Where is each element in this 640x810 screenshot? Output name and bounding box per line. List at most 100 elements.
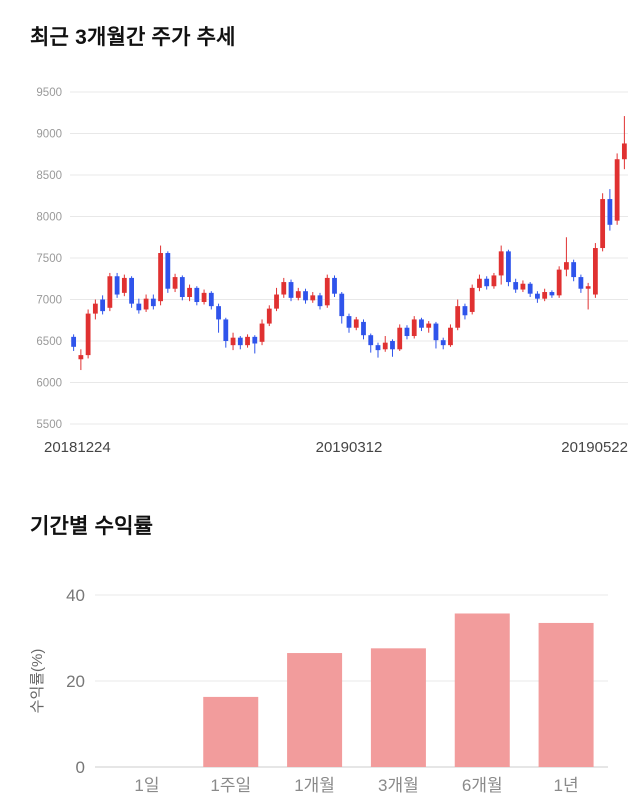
candle-body (506, 251, 511, 283)
candle-body (237, 337, 243, 346)
candle-body (556, 269, 562, 296)
candle-body (564, 262, 569, 270)
candle-body (223, 319, 229, 341)
candle-body (390, 341, 395, 350)
returns-chart-title: 기간별 수익률 (30, 515, 154, 538)
candle-body (346, 316, 352, 328)
y-tick-label: 8500 (36, 170, 62, 182)
candle-body (216, 306, 221, 320)
candle-body (121, 277, 127, 293)
x-category-label: 1일 (134, 776, 159, 795)
x-tick-label: 20181224 (44, 439, 111, 456)
candle-body (592, 248, 598, 295)
candle-body (571, 262, 577, 278)
x-tick-label: 20190522 (561, 439, 628, 456)
candle-body (129, 277, 134, 304)
candle-body (295, 291, 301, 298)
candle-body (78, 355, 84, 360)
candle-body (549, 292, 555, 296)
candle-body (375, 345, 381, 351)
candle-body (614, 159, 620, 221)
candle-body (361, 321, 366, 336)
candle-body (469, 287, 475, 312)
candle-body (353, 319, 359, 328)
x-category-label: 1년 (554, 776, 579, 795)
candle-body (85, 313, 91, 356)
candle-body (411, 319, 417, 337)
bar (203, 696, 259, 767)
candle-body (317, 295, 323, 307)
candle-body (201, 292, 207, 302)
candle-body (426, 323, 432, 328)
bar (538, 622, 594, 767)
candle-body (332, 277, 337, 294)
candle-body (107, 276, 113, 308)
candle-body (382, 342, 388, 350)
candle-body (303, 291, 308, 301)
candle-body (150, 298, 156, 307)
candle-body (527, 283, 533, 294)
candle-body (230, 337, 236, 346)
candle-body (92, 303, 98, 314)
y-tick-label: 7000 (36, 295, 62, 307)
candle-body (252, 336, 258, 344)
y-tick-label: 0 (76, 758, 85, 777)
candle-body (259, 323, 265, 342)
y-tick-label: 6500 (36, 336, 62, 348)
candle-body (585, 286, 591, 289)
bar (370, 648, 426, 767)
candle-body (440, 340, 446, 346)
returns-chart-section: 기간별 수익률 0 20 40 1일 1주일 1개월 3개월 6개월 1년 수익률(%) (0, 515, 640, 802)
candle-body (281, 282, 287, 295)
candle-body (621, 143, 627, 160)
price-chart: 5500 6000 6500 7000 7500 8000 8500 9000 9500 2018… (36, 87, 628, 456)
candle-body (578, 277, 584, 289)
candle-body (165, 253, 171, 289)
candle-body (136, 303, 142, 311)
y-tick-label: 8000 (36, 212, 62, 224)
y-tick-label: 9500 (36, 87, 62, 99)
candle-body (114, 276, 120, 295)
candle-body (498, 251, 504, 276)
candle-body (245, 336, 250, 346)
x-category-label: 6개월 (462, 776, 503, 795)
candle-body (143, 298, 149, 310)
bar (287, 653, 343, 767)
candle-body (274, 294, 279, 309)
candle-body (172, 277, 178, 289)
y-tick-label: 20 (66, 672, 85, 691)
candle-body (448, 327, 453, 346)
candle-body (368, 335, 374, 346)
candle-body (158, 253, 163, 302)
candle-body (491, 275, 497, 287)
y-tick-label: 7500 (36, 253, 62, 265)
candle-body (520, 283, 526, 290)
candle-body (339, 293, 345, 317)
candle-body (462, 306, 468, 316)
returns-chart: 0 20 40 1일 1주일 1개월 3개월 6개월 1년 수익률(%) (29, 586, 608, 795)
candle-body (433, 323, 439, 341)
candle-body (100, 299, 106, 312)
candle-body (324, 277, 330, 306)
candle-body (179, 277, 185, 298)
candle-body (266, 308, 272, 324)
candle-body (542, 292, 548, 299)
candle-body (535, 293, 540, 299)
candle-body (455, 306, 461, 328)
x-category-label: 3개월 (378, 776, 419, 795)
candle-body (187, 287, 192, 298)
candle-body (194, 287, 200, 302)
candle-body (310, 295, 316, 301)
candle-body (477, 278, 482, 288)
y-tick-label: 40 (66, 586, 85, 605)
y-axis-label: 수익률(%) (29, 649, 46, 714)
candle-body (513, 282, 519, 290)
x-category-label: 1개월 (294, 776, 335, 795)
candle-body (484, 278, 490, 287)
bar (454, 613, 510, 767)
candle-body (397, 327, 403, 350)
candle-body (607, 199, 613, 225)
candle-body (208, 292, 214, 307)
candle-body (600, 199, 606, 249)
